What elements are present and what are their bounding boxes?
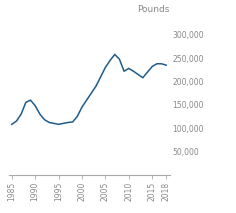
Text: Pounds: Pounds xyxy=(138,5,170,14)
